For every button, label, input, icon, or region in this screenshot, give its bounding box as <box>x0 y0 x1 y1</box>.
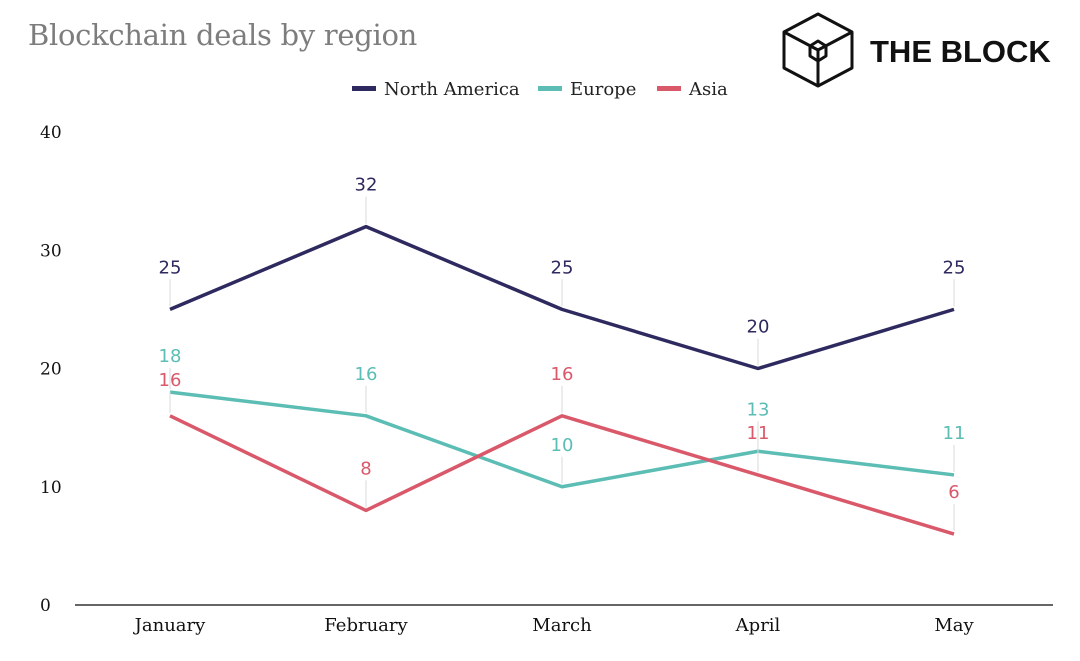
legend-label: Asia <box>688 79 728 100</box>
chart-title: Blockchain deals by region <box>28 18 417 52</box>
series-line <box>169 414 955 536</box>
data-label: 20 <box>747 317 770 338</box>
data-label: 16 <box>159 370 182 391</box>
legend: North America Europe Asia <box>352 79 728 100</box>
cube-logo-icon <box>782 12 854 88</box>
data-label: 25 <box>551 257 574 278</box>
x-tick-label: April <box>735 615 781 636</box>
series-line <box>169 390 955 489</box>
y-tick-label: 30 <box>40 241 62 261</box>
legend-item: Asia <box>657 79 728 100</box>
series-europe: 18 16 10 13 11 <box>159 346 966 489</box>
data-label: 18 <box>159 346 182 367</box>
data-label: 11 <box>943 423 966 444</box>
series-line <box>169 224 955 371</box>
legend-item: Europe <box>538 79 636 100</box>
brand-logo: THE BLOCK <box>782 12 1051 88</box>
data-label: 10 <box>551 435 574 456</box>
legend-swatch <box>657 86 681 91</box>
x-axis: January February March April May <box>75 604 1053 636</box>
data-label: 8 <box>360 458 371 479</box>
data-label: 25 <box>943 257 966 278</box>
x-tick-label: January <box>133 615 206 636</box>
y-tick-label: 0 <box>40 596 51 616</box>
y-tick-label: 40 <box>40 123 62 143</box>
data-label: 16 <box>551 364 574 385</box>
series-asia: 16 8 16 11 6 <box>159 364 960 536</box>
data-label: 16 <box>355 364 378 385</box>
x-tick-label: May <box>934 615 974 636</box>
data-label: 32 <box>355 175 378 196</box>
data-label: 6 <box>948 482 959 503</box>
legend-swatch <box>538 86 562 91</box>
y-axis: 0 10 20 30 40 <box>40 123 62 616</box>
legend-item: North America <box>352 79 520 100</box>
brand-name: THE BLOCK <box>870 34 1051 69</box>
data-label: 13 <box>747 399 770 420</box>
legend-label: Europe <box>570 79 636 100</box>
series-layer: 25 32 25 20 25 18 16 10 13 11 16 8 16 11 6 <box>159 175 966 536</box>
y-tick-label: 10 <box>40 478 62 498</box>
legend-label: North America <box>384 79 520 100</box>
data-label: 11 <box>747 423 770 444</box>
legend-swatch <box>352 86 376 91</box>
x-tick-label: February <box>324 615 408 636</box>
x-tick-label: March <box>532 615 592 636</box>
data-label: 25 <box>159 257 182 278</box>
series-north-america: 25 32 25 20 25 <box>159 175 966 371</box>
y-tick-label: 20 <box>40 360 62 380</box>
